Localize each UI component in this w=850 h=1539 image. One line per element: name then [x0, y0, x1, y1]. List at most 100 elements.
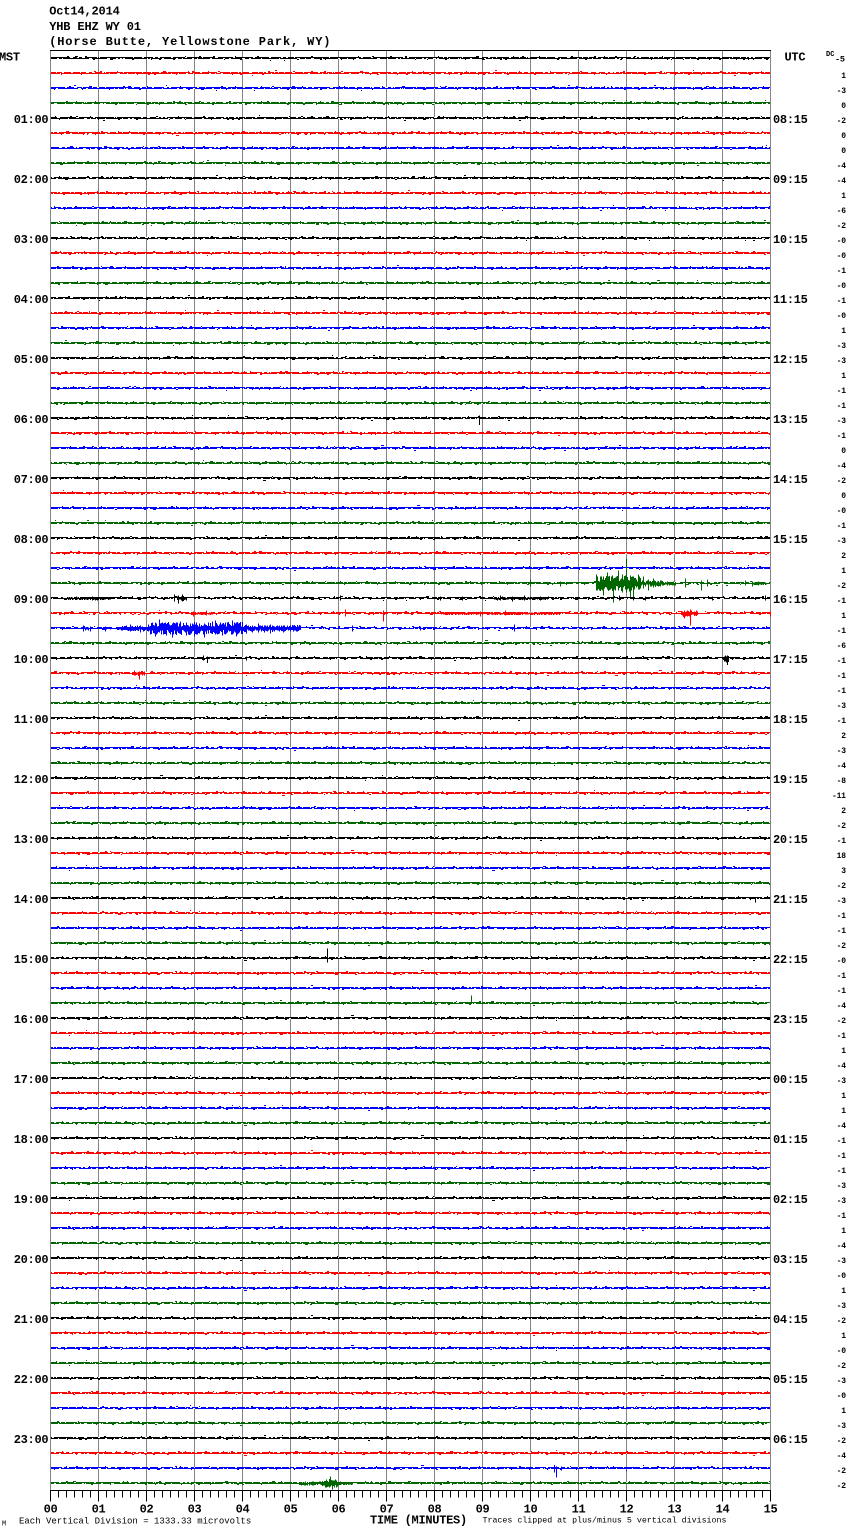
svg-text:Oct14,2014: Oct14,2014: [49, 5, 120, 19]
svg-text:UTC: UTC: [785, 50, 806, 64]
svg-text:-4: -4: [837, 1062, 847, 1071]
svg-text:-1: -1: [837, 657, 847, 666]
svg-text:10:15: 10:15: [773, 233, 808, 247]
svg-text:14:15: 14:15: [773, 473, 808, 487]
svg-text:01:00: 01:00: [14, 113, 49, 127]
svg-text:-6: -6: [837, 642, 847, 651]
svg-text:12: 12: [620, 1503, 634, 1517]
svg-text:19:15: 19:15: [773, 773, 808, 787]
svg-text:-3: -3: [837, 1302, 847, 1311]
svg-text:18:00: 18:00: [14, 1133, 49, 1147]
svg-text:-2: -2: [837, 477, 847, 486]
svg-text:07: 07: [380, 1503, 394, 1517]
svg-text:1: 1: [841, 1107, 846, 1116]
svg-text:-1: -1: [837, 837, 847, 846]
svg-text:16:00: 16:00: [14, 1013, 49, 1027]
svg-text:-3: -3: [837, 702, 847, 711]
svg-text:-2: -2: [837, 1482, 847, 1491]
svg-text:2: 2: [841, 552, 846, 561]
svg-text:00: 00: [44, 1503, 58, 1517]
svg-text:1: 1: [841, 612, 846, 621]
svg-text:14: 14: [716, 1503, 730, 1517]
svg-text:1: 1: [841, 1227, 846, 1236]
svg-text:1: 1: [841, 72, 846, 81]
svg-text:1: 1: [841, 192, 846, 201]
svg-text:-1: -1: [837, 1167, 847, 1176]
svg-text:-1: -1: [837, 687, 847, 696]
svg-text:-2: -2: [837, 1467, 847, 1476]
svg-text:-0: -0: [837, 312, 847, 321]
svg-text:-2: -2: [837, 822, 847, 831]
svg-text:YHB EHZ WY 01: YHB EHZ WY 01: [49, 20, 141, 34]
svg-text:06:00: 06:00: [14, 413, 49, 427]
svg-text:0: 0: [841, 147, 846, 156]
svg-text:-2: -2: [837, 1017, 847, 1026]
svg-text:-3: -3: [837, 747, 847, 756]
svg-text:1: 1: [841, 327, 846, 336]
svg-text:06: 06: [332, 1503, 346, 1517]
svg-text:3: 3: [841, 867, 846, 876]
svg-text:2: 2: [841, 807, 846, 816]
svg-text:-5: -5: [835, 55, 845, 65]
svg-text:-1: -1: [837, 927, 847, 936]
svg-text:-4: -4: [837, 462, 847, 471]
svg-text:03:15: 03:15: [773, 1253, 808, 1267]
svg-text:-4: -4: [837, 1122, 847, 1131]
svg-text:-0: -0: [837, 1347, 847, 1356]
svg-text:-1: -1: [837, 1152, 847, 1161]
svg-text:08: 08: [428, 1503, 442, 1517]
svg-text:-1: -1: [837, 597, 847, 606]
svg-text:-8: -8: [837, 777, 847, 786]
svg-text:02:00: 02:00: [14, 173, 49, 187]
svg-text:2: 2: [841, 732, 846, 741]
svg-text:-4: -4: [837, 162, 847, 171]
svg-text:23:15: 23:15: [773, 1013, 808, 1027]
svg-text:-1: -1: [837, 387, 847, 396]
svg-text:-4: -4: [837, 762, 847, 771]
svg-text:1: 1: [841, 1047, 846, 1056]
svg-text:-3: -3: [837, 1197, 847, 1206]
svg-text:17:15: 17:15: [773, 653, 808, 667]
svg-text:10: 10: [524, 1503, 538, 1517]
svg-text:-1: -1: [837, 912, 847, 921]
svg-text:14:00: 14:00: [14, 893, 49, 907]
svg-text:03:00: 03:00: [14, 233, 49, 247]
svg-text:09: 09: [476, 1503, 490, 1517]
svg-text:-0: -0: [837, 507, 847, 516]
svg-text:-0: -0: [837, 957, 847, 966]
svg-text:18:15: 18:15: [773, 713, 808, 727]
svg-text:Each Vertical Division = 1333.: Each Vertical Division = 1333.33 microvo…: [19, 1516, 251, 1526]
svg-text:0: 0: [841, 447, 846, 456]
svg-text:-1: -1: [837, 1032, 847, 1041]
svg-text:17:00: 17:00: [14, 1073, 49, 1087]
svg-text:0: 0: [841, 492, 846, 501]
svg-text:-6: -6: [837, 207, 847, 216]
svg-text:-2: -2: [837, 882, 847, 891]
svg-text:-3: -3: [837, 1422, 847, 1431]
svg-text:-4: -4: [837, 1002, 847, 1011]
svg-text:-0: -0: [837, 252, 847, 261]
svg-text:11:15: 11:15: [773, 293, 808, 307]
svg-text:-1: -1: [837, 627, 847, 636]
svg-text:-0: -0: [837, 1272, 847, 1281]
svg-text:M: M: [2, 1521, 6, 1529]
svg-text:-3: -3: [837, 417, 847, 426]
svg-text:22:15: 22:15: [773, 953, 808, 967]
svg-text:-3: -3: [837, 357, 847, 366]
svg-text:-0: -0: [837, 237, 847, 246]
svg-text:-1: -1: [837, 1137, 847, 1146]
svg-text:0: 0: [841, 132, 846, 141]
svg-text:11:00: 11:00: [14, 713, 49, 727]
svg-text:-3: -3: [837, 1377, 847, 1386]
svg-text:05:00: 05:00: [14, 353, 49, 367]
svg-text:-0: -0: [837, 282, 847, 291]
svg-text:-3: -3: [837, 87, 847, 96]
svg-text:MST: MST: [0, 50, 20, 64]
svg-text:-1: -1: [837, 402, 847, 411]
svg-text:-4: -4: [837, 1242, 847, 1251]
svg-text:01:15: 01:15: [773, 1133, 808, 1147]
svg-text:02:15: 02:15: [773, 1193, 808, 1207]
svg-text:05:15: 05:15: [773, 1373, 808, 1387]
svg-text:-2: -2: [837, 1317, 847, 1326]
svg-text:0: 0: [841, 102, 846, 111]
